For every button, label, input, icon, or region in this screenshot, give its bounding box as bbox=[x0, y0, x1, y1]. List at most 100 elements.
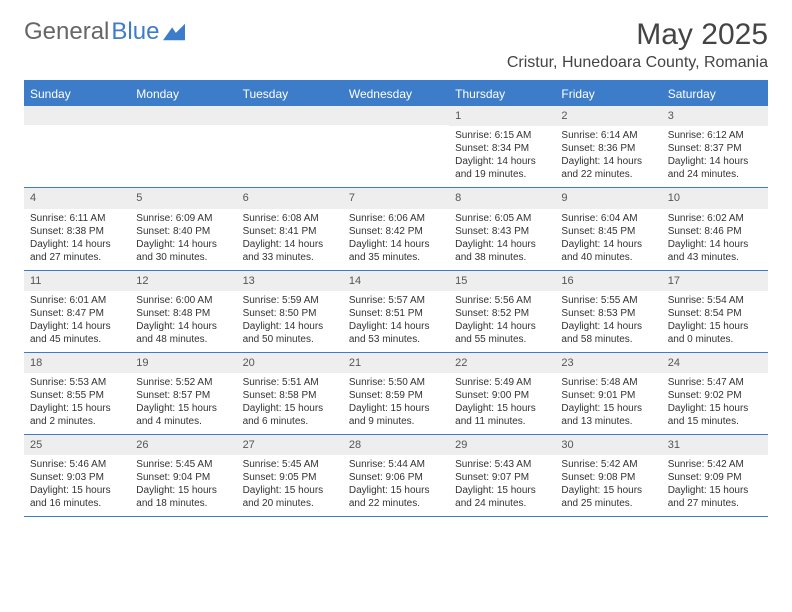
day-number: 25 bbox=[24, 435, 130, 455]
sunrise-text: Sunrise: 6:11 AM bbox=[30, 212, 124, 225]
day-body: Sunrise: 5:47 AMSunset: 9:02 PMDaylight:… bbox=[662, 373, 768, 434]
day-number: 9 bbox=[555, 188, 661, 208]
sunrise-text: Sunrise: 5:49 AM bbox=[455, 376, 549, 389]
logo-part2: Blue bbox=[111, 18, 159, 46]
day-body: Sunrise: 5:57 AMSunset: 8:51 PMDaylight:… bbox=[343, 291, 449, 352]
daylight-text: Daylight: 14 hours and 58 minutes. bbox=[561, 320, 655, 346]
day-number: 26 bbox=[130, 435, 236, 455]
daylight-text: Daylight: 14 hours and 33 minutes. bbox=[243, 238, 337, 264]
daylight-text: Daylight: 14 hours and 19 minutes. bbox=[455, 155, 549, 181]
sunrise-text: Sunrise: 5:42 AM bbox=[561, 458, 655, 471]
sunset-text: Sunset: 8:40 PM bbox=[136, 225, 230, 238]
daylight-text: Daylight: 15 hours and 24 minutes. bbox=[455, 484, 549, 510]
sunrise-text: Sunrise: 6:01 AM bbox=[30, 294, 124, 307]
day-body: Sunrise: 5:50 AMSunset: 8:59 PMDaylight:… bbox=[343, 373, 449, 434]
week-row: 4Sunrise: 6:11 AMSunset: 8:38 PMDaylight… bbox=[24, 188, 768, 270]
sunrise-text: Sunrise: 5:55 AM bbox=[561, 294, 655, 307]
daylight-text: Daylight: 15 hours and 6 minutes. bbox=[243, 402, 337, 428]
day-cell: 14Sunrise: 5:57 AMSunset: 8:51 PMDayligh… bbox=[343, 271, 449, 352]
sunset-text: Sunset: 8:41 PM bbox=[243, 225, 337, 238]
day-number: 11 bbox=[24, 271, 130, 291]
sunrise-text: Sunrise: 5:57 AM bbox=[349, 294, 443, 307]
daylight-text: Daylight: 14 hours and 55 minutes. bbox=[455, 320, 549, 346]
sunset-text: Sunset: 8:48 PM bbox=[136, 307, 230, 320]
day-cell bbox=[343, 106, 449, 187]
day-body: Sunrise: 6:05 AMSunset: 8:43 PMDaylight:… bbox=[449, 209, 555, 270]
sunset-text: Sunset: 9:05 PM bbox=[243, 471, 337, 484]
day-number bbox=[237, 106, 343, 125]
day-cell: 12Sunrise: 6:00 AMSunset: 8:48 PMDayligh… bbox=[130, 271, 236, 352]
sunrise-text: Sunrise: 6:14 AM bbox=[561, 129, 655, 142]
day-body: Sunrise: 6:06 AMSunset: 8:42 PMDaylight:… bbox=[343, 209, 449, 270]
day-cell: 5Sunrise: 6:09 AMSunset: 8:40 PMDaylight… bbox=[130, 188, 236, 269]
day-cell: 29Sunrise: 5:43 AMSunset: 9:07 PMDayligh… bbox=[449, 435, 555, 516]
dow-sunday: Sunday bbox=[24, 82, 130, 106]
sunrise-text: Sunrise: 5:51 AM bbox=[243, 376, 337, 389]
day-number: 19 bbox=[130, 353, 236, 373]
day-number: 23 bbox=[555, 353, 661, 373]
sunset-text: Sunset: 8:46 PM bbox=[668, 225, 762, 238]
day-cell: 8Sunrise: 6:05 AMSunset: 8:43 PMDaylight… bbox=[449, 188, 555, 269]
logo-part1: General bbox=[24, 18, 109, 46]
sunrise-text: Sunrise: 6:00 AM bbox=[136, 294, 230, 307]
day-body: Sunrise: 5:44 AMSunset: 9:06 PMDaylight:… bbox=[343, 455, 449, 516]
week-row: 25Sunrise: 5:46 AMSunset: 9:03 PMDayligh… bbox=[24, 435, 768, 517]
day-cell: 20Sunrise: 5:51 AMSunset: 8:58 PMDayligh… bbox=[237, 353, 343, 434]
day-number: 1 bbox=[449, 106, 555, 126]
daylight-text: Daylight: 14 hours and 30 minutes. bbox=[136, 238, 230, 264]
day-number: 21 bbox=[343, 353, 449, 373]
day-number: 22 bbox=[449, 353, 555, 373]
sunset-text: Sunset: 9:09 PM bbox=[668, 471, 762, 484]
daylight-text: Daylight: 14 hours and 53 minutes. bbox=[349, 320, 443, 346]
daylight-text: Daylight: 14 hours and 24 minutes. bbox=[668, 155, 762, 181]
day-number: 20 bbox=[237, 353, 343, 373]
day-cell: 21Sunrise: 5:50 AMSunset: 8:59 PMDayligh… bbox=[343, 353, 449, 434]
daylight-text: Daylight: 15 hours and 4 minutes. bbox=[136, 402, 230, 428]
day-body: Sunrise: 6:00 AMSunset: 8:48 PMDaylight:… bbox=[130, 291, 236, 352]
daylight-text: Daylight: 15 hours and 25 minutes. bbox=[561, 484, 655, 510]
day-number bbox=[24, 106, 130, 125]
day-number: 18 bbox=[24, 353, 130, 373]
day-body: Sunrise: 5:55 AMSunset: 8:53 PMDaylight:… bbox=[555, 291, 661, 352]
sunrise-text: Sunrise: 5:52 AM bbox=[136, 376, 230, 389]
sunset-text: Sunset: 8:42 PM bbox=[349, 225, 443, 238]
daylight-text: Daylight: 14 hours and 48 minutes. bbox=[136, 320, 230, 346]
day-body: Sunrise: 6:01 AMSunset: 8:47 PMDaylight:… bbox=[24, 291, 130, 352]
sunset-text: Sunset: 9:01 PM bbox=[561, 389, 655, 402]
day-body: Sunrise: 6:15 AMSunset: 8:34 PMDaylight:… bbox=[449, 126, 555, 187]
sunrise-text: Sunrise: 5:48 AM bbox=[561, 376, 655, 389]
sunset-text: Sunset: 8:50 PM bbox=[243, 307, 337, 320]
daylight-text: Daylight: 14 hours and 27 minutes. bbox=[30, 238, 124, 264]
sunrise-text: Sunrise: 5:50 AM bbox=[349, 376, 443, 389]
sunset-text: Sunset: 9:03 PM bbox=[30, 471, 124, 484]
sunrise-text: Sunrise: 6:02 AM bbox=[668, 212, 762, 225]
sunrise-text: Sunrise: 5:43 AM bbox=[455, 458, 549, 471]
day-cell: 3Sunrise: 6:12 AMSunset: 8:37 PMDaylight… bbox=[662, 106, 768, 187]
day-body: Sunrise: 5:45 AMSunset: 9:05 PMDaylight:… bbox=[237, 455, 343, 516]
day-cell bbox=[24, 106, 130, 187]
sunrise-text: Sunrise: 5:44 AM bbox=[349, 458, 443, 471]
daylight-text: Daylight: 15 hours and 18 minutes. bbox=[136, 484, 230, 510]
day-cell: 7Sunrise: 6:06 AMSunset: 8:42 PMDaylight… bbox=[343, 188, 449, 269]
day-body: Sunrise: 6:04 AMSunset: 8:45 PMDaylight:… bbox=[555, 209, 661, 270]
weeks-container: 1Sunrise: 6:15 AMSunset: 8:34 PMDaylight… bbox=[24, 106, 768, 517]
sunset-text: Sunset: 8:54 PM bbox=[668, 307, 762, 320]
day-cell: 11Sunrise: 6:01 AMSunset: 8:47 PMDayligh… bbox=[24, 271, 130, 352]
day-cell: 16Sunrise: 5:55 AMSunset: 8:53 PMDayligh… bbox=[555, 271, 661, 352]
sunrise-text: Sunrise: 6:04 AM bbox=[561, 212, 655, 225]
daylight-text: Daylight: 15 hours and 15 minutes. bbox=[668, 402, 762, 428]
calendar: Sunday Monday Tuesday Wednesday Thursday… bbox=[24, 80, 768, 517]
sunrise-text: Sunrise: 5:42 AM bbox=[668, 458, 762, 471]
day-number: 28 bbox=[343, 435, 449, 455]
day-body: Sunrise: 5:49 AMSunset: 9:00 PMDaylight:… bbox=[449, 373, 555, 434]
sunset-text: Sunset: 9:00 PM bbox=[455, 389, 549, 402]
day-body: Sunrise: 5:46 AMSunset: 9:03 PMDaylight:… bbox=[24, 455, 130, 516]
dow-tuesday: Tuesday bbox=[237, 82, 343, 106]
day-body: Sunrise: 5:42 AMSunset: 9:09 PMDaylight:… bbox=[662, 455, 768, 516]
daylight-text: Daylight: 15 hours and 11 minutes. bbox=[455, 402, 549, 428]
sunset-text: Sunset: 8:55 PM bbox=[30, 389, 124, 402]
dow-wednesday: Wednesday bbox=[343, 82, 449, 106]
day-number: 31 bbox=[662, 435, 768, 455]
day-cell bbox=[130, 106, 236, 187]
daylight-text: Daylight: 15 hours and 2 minutes. bbox=[30, 402, 124, 428]
